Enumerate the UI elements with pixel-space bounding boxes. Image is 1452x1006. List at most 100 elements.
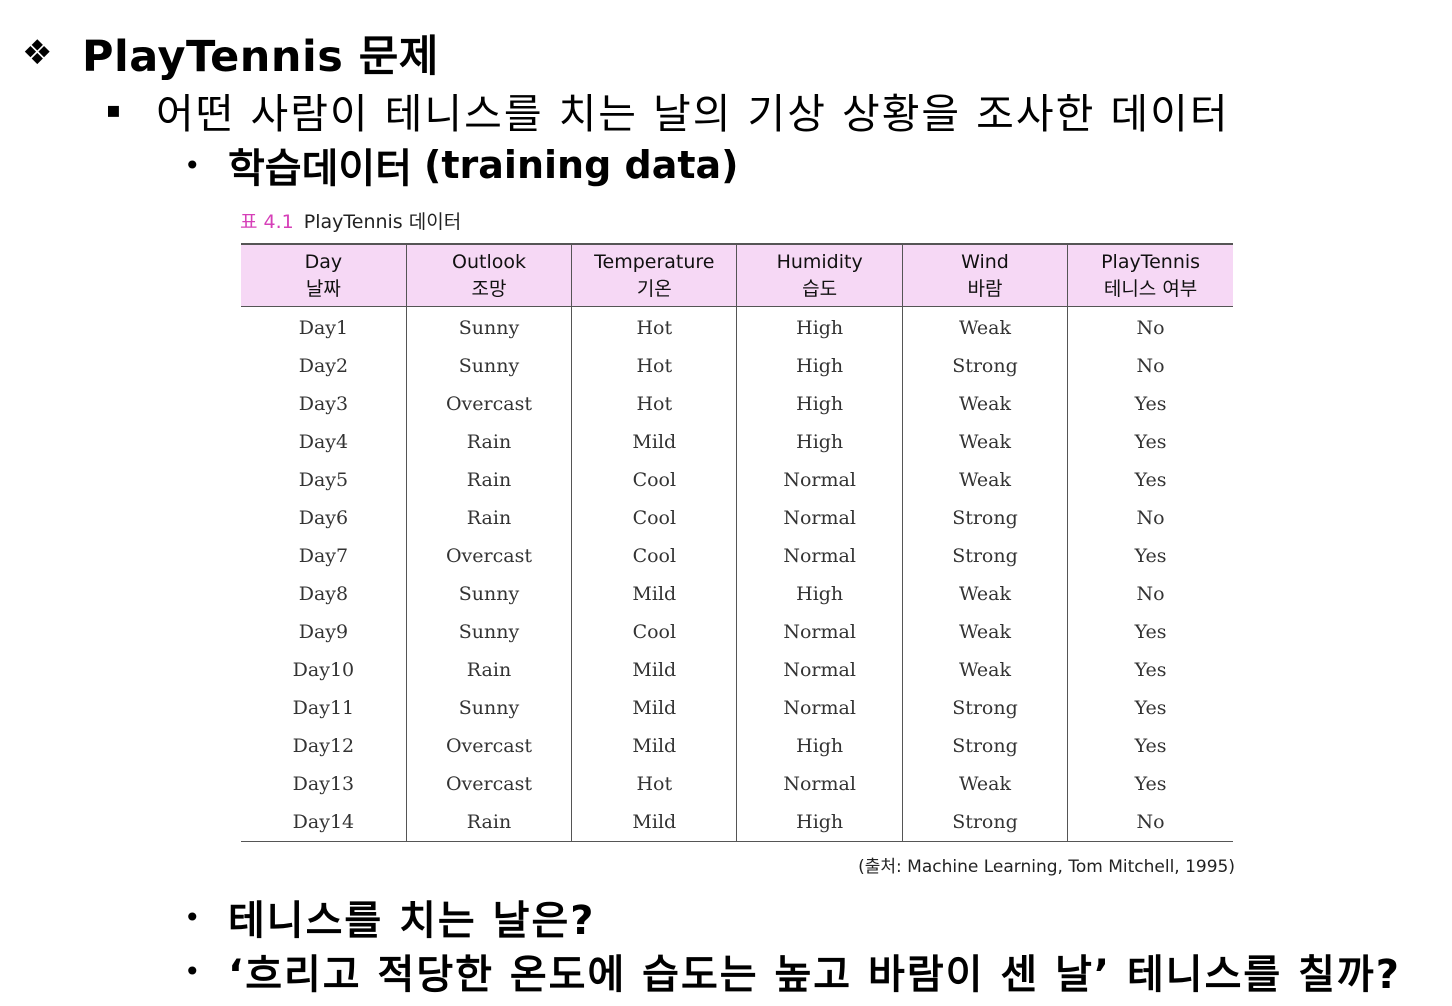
training-data-line: • 학습데이터 (training data) xyxy=(184,136,739,194)
header-ko: 습도 xyxy=(802,277,838,300)
playtennis-cell: Yes xyxy=(1067,423,1233,461)
header-en: Day xyxy=(304,250,343,273)
outlook-cell: Sunny xyxy=(405,689,572,727)
playtennis-cell: No xyxy=(1067,575,1233,613)
table-caption-title: PlayTennis 데이터 xyxy=(303,210,462,233)
wind-cell: Strong xyxy=(901,537,1068,575)
outlook-cell: Rain xyxy=(405,651,572,689)
wind-cell: Strong xyxy=(901,689,1068,727)
training-data-label-en: (training data) xyxy=(424,143,739,187)
playtennis-cell: No xyxy=(1067,499,1233,537)
header-en: Temperature xyxy=(594,250,715,273)
question-text: ‘흐리고 적당한 온도에 습도는 높고 바람이 센 날’ 테니스를 칠까? xyxy=(228,952,1401,998)
table-row: Day1 Sunny Hot High Weak No xyxy=(241,306,1233,347)
temperature-cell: Hot xyxy=(571,306,737,347)
header-cell: Outlook 조망 xyxy=(405,243,572,307)
temperature-cell: Mild xyxy=(571,689,737,727)
day-cell: Day5 xyxy=(298,469,349,491)
header-cell: Humidity 습도 xyxy=(736,243,903,307)
day-cell: Day6 xyxy=(298,507,349,529)
playtennis-table: Day 날짜 Outlook 조망 Temperature 기온 Humidity 습도… xyxy=(241,243,1233,842)
temperature-cell: Cool xyxy=(571,613,737,651)
wind-cell: Weak xyxy=(901,765,1068,803)
question-text: 테니스를 치는 날은? xyxy=(228,898,596,944)
outlook-cell: Overcast xyxy=(405,537,572,575)
table-caption: 표 4.1 PlayTennis 데이터 xyxy=(240,205,461,235)
day-cell: Day3 xyxy=(298,393,349,415)
subtitle-line: ▪ 어떤 사람이 테니스를 치는 날의 기상 상황을 조사한 데이터 xyxy=(106,82,1230,138)
subtitle-text: 어떤 사람이 테니스를 치는 날의 기상 상황을 조사한 데이터 xyxy=(156,90,1230,138)
table-row: Day14 Rain Mild High Strong No xyxy=(241,803,1233,842)
table-row: Day9 Sunny Cool Normal Weak Yes xyxy=(241,613,1233,651)
table-header-row: Day 날짜 Outlook 조망 Temperature 기온 Humidity 습도… xyxy=(241,243,1233,307)
playtennis-table-container: Day 날짜 Outlook 조망 Temperature 기온 Humidity 습도… xyxy=(241,243,1233,842)
humidity-cell: High xyxy=(736,575,903,613)
header-cell: PlayTennis 테니스 여부 xyxy=(1067,243,1233,307)
playtennis-cell: No xyxy=(1067,306,1233,347)
humidity-cell: Normal xyxy=(736,651,903,689)
temperature-cell: Cool xyxy=(571,499,737,537)
playtennis-cell: Yes xyxy=(1067,613,1233,651)
humidity-cell: Normal xyxy=(736,765,903,803)
temperature-cell: Cool xyxy=(571,461,737,499)
temperature-cell: Hot xyxy=(571,347,737,385)
playtennis-cell: Yes xyxy=(1067,461,1233,499)
playtennis-cell: Yes xyxy=(1067,727,1233,765)
square-bullet-icon: ▪ xyxy=(106,97,121,123)
playtennis-cell: Yes xyxy=(1067,385,1233,423)
table-row: Day6 Rain Cool Normal Strong No xyxy=(241,499,1233,537)
wind-cell: Weak xyxy=(901,651,1068,689)
outlook-cell: Overcast xyxy=(405,727,572,765)
dot-bullet-icon: • xyxy=(184,900,201,934)
day-cell: Day4 xyxy=(298,431,349,453)
table-caption-number: 표 4.1 xyxy=(240,210,294,233)
header-ko: 조망 xyxy=(471,277,507,300)
outlook-cell: Rain xyxy=(405,803,572,842)
wind-cell: Weak xyxy=(901,575,1068,613)
humidity-cell: High xyxy=(736,803,903,842)
header-ko: 날짜 xyxy=(305,277,341,300)
header-ko: 기온 xyxy=(636,277,672,300)
playtennis-cell: No xyxy=(1067,347,1233,385)
temperature-cell: Mild xyxy=(571,803,737,842)
table-body: Day1 Sunny Hot High Weak No Day2 Sunny Hot High St… xyxy=(241,306,1233,842)
day-cell: Day11 xyxy=(292,697,355,719)
training-data-label-ko: 학습데이터 xyxy=(228,146,412,192)
day-cell: Day2 xyxy=(298,355,349,377)
header-cell: Day 날짜 xyxy=(241,243,407,307)
header-en: PlayTennis xyxy=(1101,250,1201,273)
table-row: Day13 Overcast Hot Normal Weak Yes xyxy=(241,765,1233,803)
humidity-cell: Normal xyxy=(736,689,903,727)
table-row: Day4 Rain Mild High Weak Yes xyxy=(241,423,1233,461)
slide-title: ❖ PlayTennis 문제 xyxy=(22,22,439,84)
day-cell: Day13 xyxy=(292,773,355,795)
table-row: Day3 Overcast Hot High Weak Yes xyxy=(241,385,1233,423)
playtennis-cell: Yes xyxy=(1067,537,1233,575)
humidity-cell: High xyxy=(736,306,903,347)
table-row: Day7 Overcast Cool Normal Strong Yes xyxy=(241,537,1233,575)
slide-title-text: PlayTennis 문제 xyxy=(82,32,439,82)
outlook-cell: Rain xyxy=(405,461,572,499)
day-cell: Day14 xyxy=(241,803,407,842)
outlook-cell: Overcast xyxy=(405,765,572,803)
humidity-cell: High xyxy=(736,347,903,385)
outlook-cell: Sunny xyxy=(405,575,572,613)
humidity-cell: Normal xyxy=(736,537,903,575)
wind-cell: Strong xyxy=(901,727,1068,765)
wind-cell: Strong xyxy=(901,803,1068,842)
table-row: Day10 Rain Mild Normal Weak Yes xyxy=(241,651,1233,689)
wind-cell: Weak xyxy=(901,385,1068,423)
temperature-cell: Mild xyxy=(571,651,737,689)
table-row: Day5 Rain Cool Normal Weak Yes xyxy=(241,461,1233,499)
playtennis-cell: Yes xyxy=(1067,765,1233,803)
humidity-cell: High xyxy=(736,423,903,461)
wind-cell: Weak xyxy=(901,423,1068,461)
header-ko: 테니스 여부 xyxy=(1103,277,1198,300)
header-ko: 바람 xyxy=(967,277,1003,300)
table-row: Day12 Overcast Mild High Strong Yes xyxy=(241,727,1233,765)
day-cell: Day8 xyxy=(298,583,349,605)
wind-cell: Weak xyxy=(901,613,1068,651)
day-cell: Day12 xyxy=(292,735,355,757)
header-cell: Wind 바람 xyxy=(901,243,1068,307)
humidity-cell: Normal xyxy=(736,613,903,651)
